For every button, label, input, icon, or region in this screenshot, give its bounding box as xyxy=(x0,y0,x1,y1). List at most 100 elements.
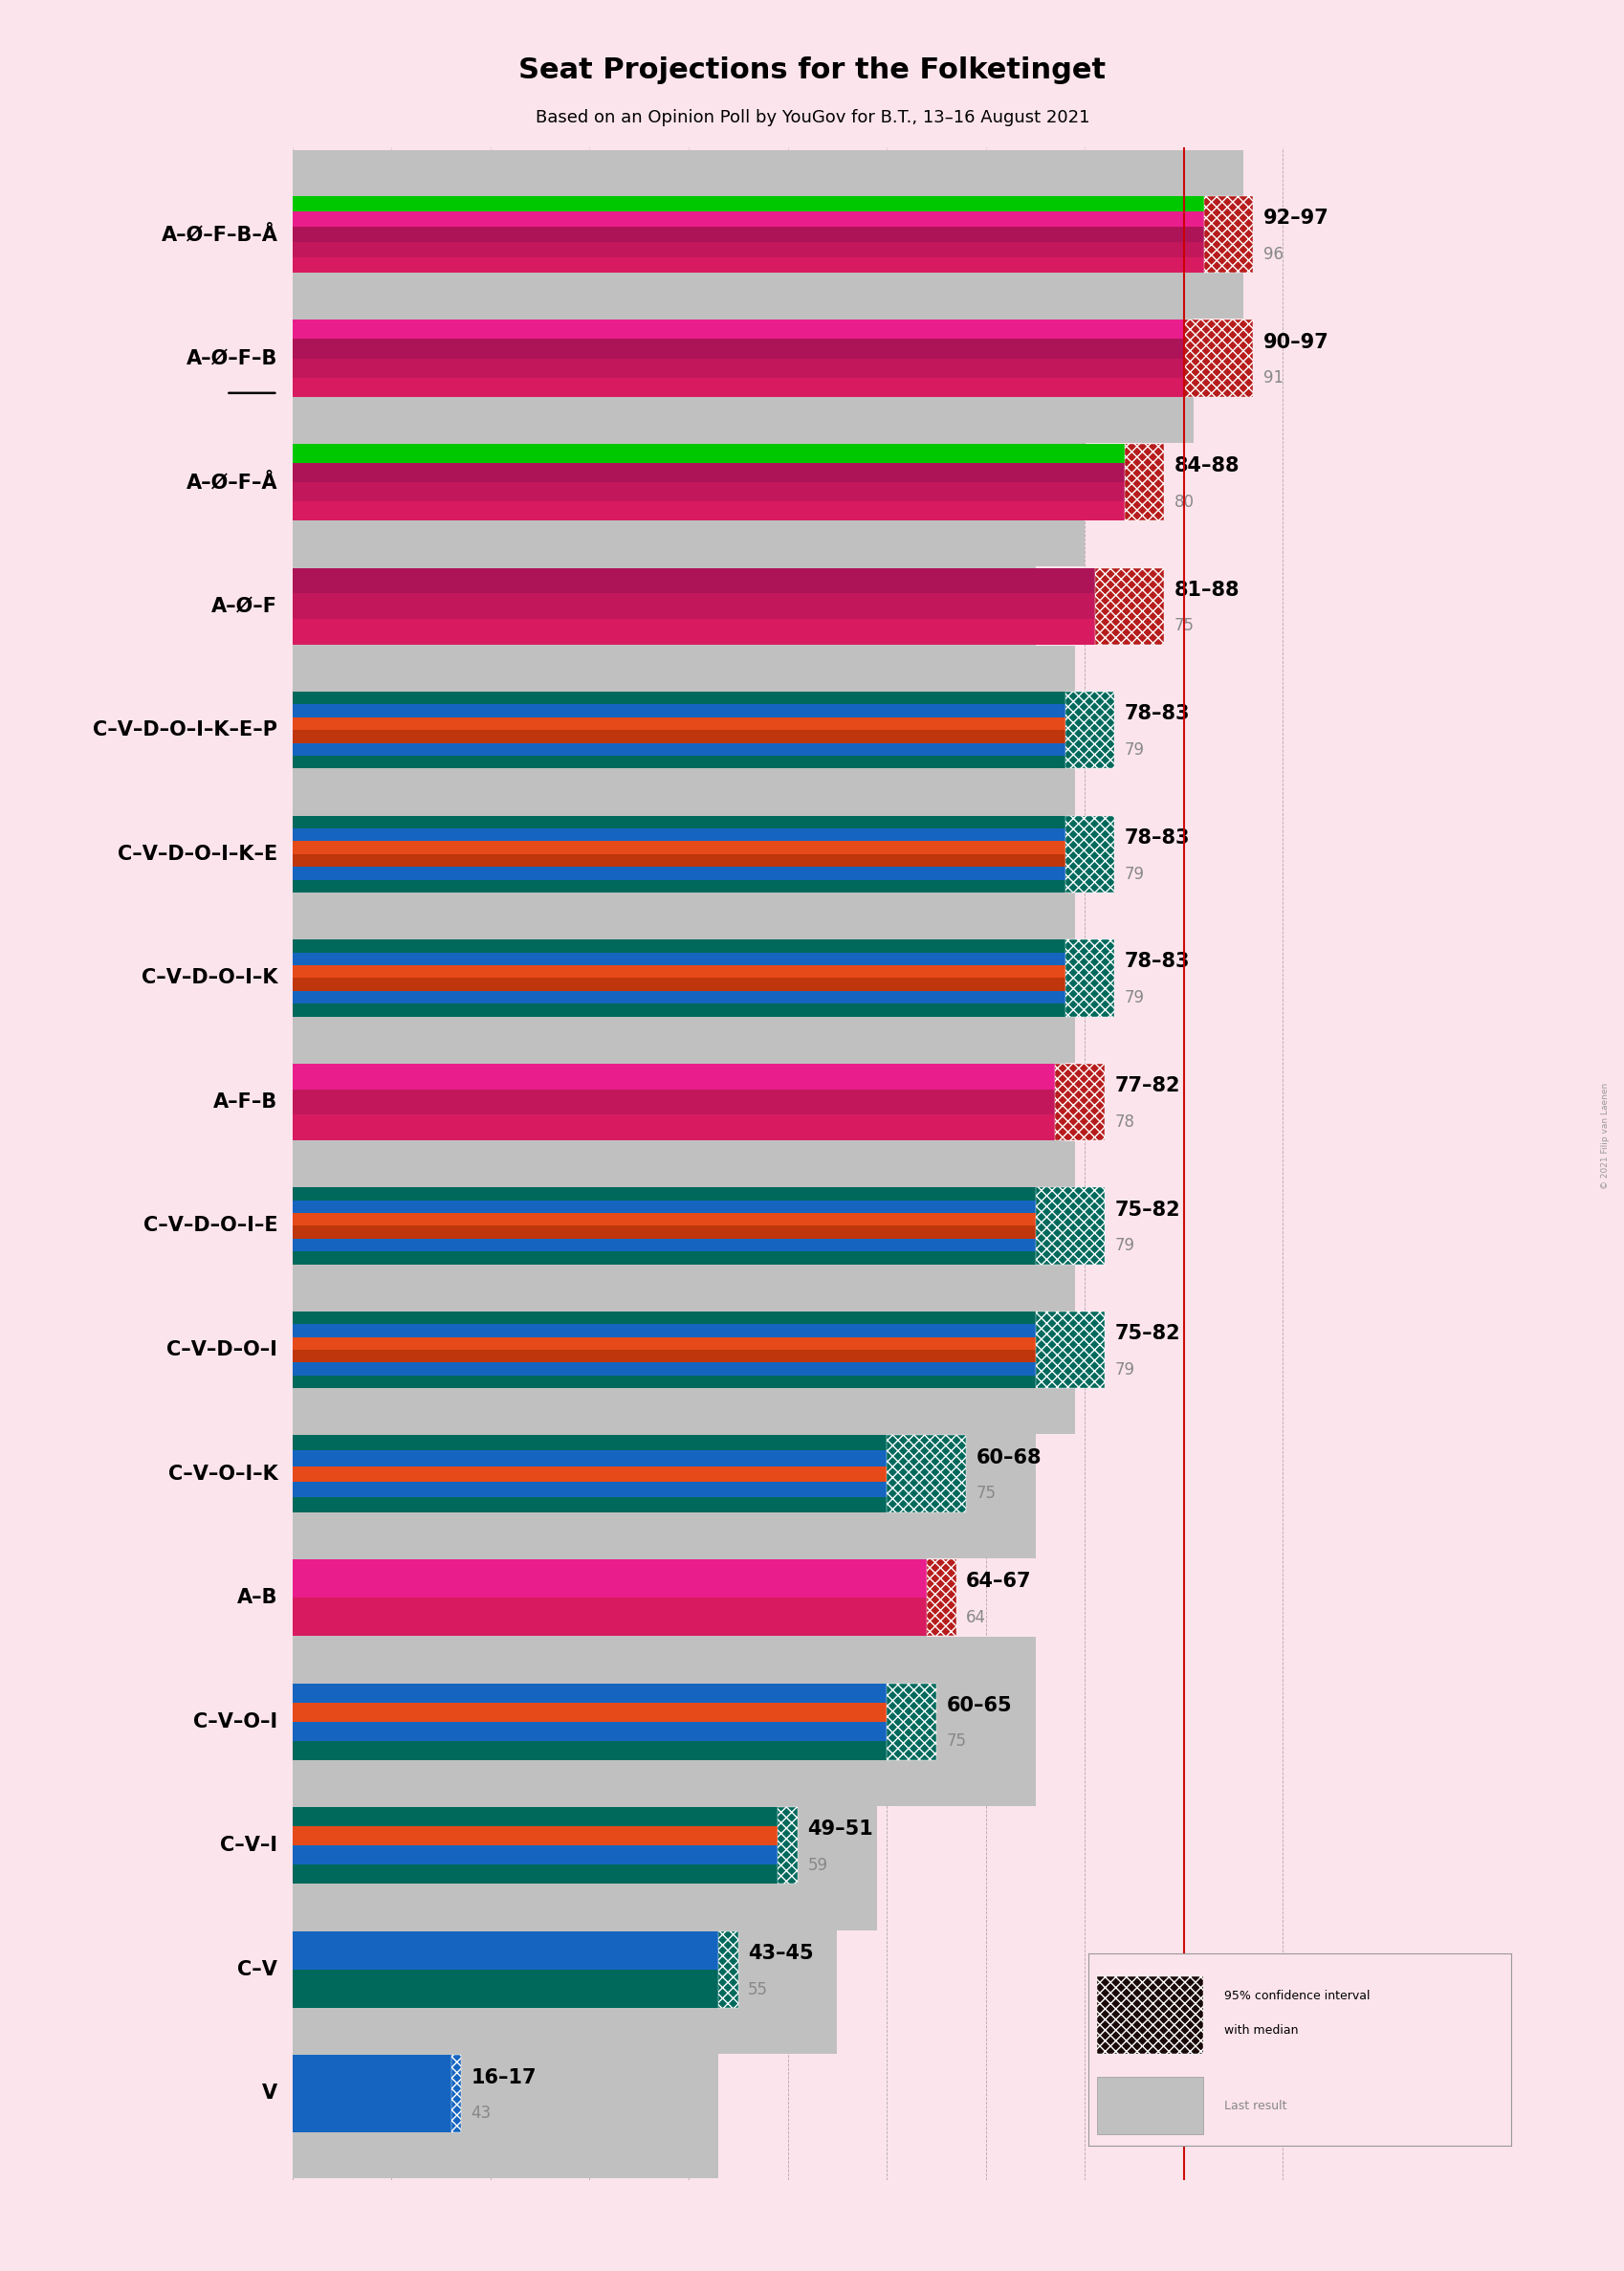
Text: Based on an Opinion Poll by YouGov for B.T., 13–16 August 2021: Based on an Opinion Poll by YouGov for B… xyxy=(534,109,1090,127)
Text: with median: with median xyxy=(1223,2023,1298,2037)
Bar xyxy=(292,1188,1034,1201)
Text: C–V: C–V xyxy=(237,1960,278,1978)
Bar xyxy=(292,1435,887,1451)
Text: 78–83: 78–83 xyxy=(1124,704,1189,724)
Bar xyxy=(292,1090,1054,1115)
Text: 91: 91 xyxy=(1262,370,1283,386)
Bar xyxy=(292,2010,718,2178)
Bar xyxy=(292,990,1064,1004)
Bar xyxy=(292,443,1124,463)
Bar xyxy=(718,1930,737,2008)
Bar xyxy=(292,965,1064,979)
Bar xyxy=(292,645,1075,815)
Text: 49–51: 49–51 xyxy=(807,1819,872,1840)
Bar xyxy=(451,2055,461,2132)
Bar xyxy=(292,815,1064,829)
Text: C–V–O–I: C–V–O–I xyxy=(193,1712,278,1731)
Text: 75: 75 xyxy=(1173,618,1194,634)
Bar xyxy=(292,1201,1034,1213)
Bar xyxy=(292,568,1095,593)
Bar xyxy=(292,1560,926,1599)
Bar xyxy=(1064,815,1114,893)
Bar xyxy=(1054,1063,1104,1140)
Text: 75: 75 xyxy=(976,1485,996,1501)
Text: C–V–D–O–I: C–V–D–O–I xyxy=(167,1340,278,1360)
Bar xyxy=(292,1265,1075,1435)
Bar xyxy=(292,377,1184,397)
Bar xyxy=(292,1363,1034,1376)
Bar xyxy=(292,1004,1064,1017)
Text: Last result: Last result xyxy=(1223,2098,1286,2112)
Text: 79: 79 xyxy=(1124,740,1143,759)
Bar xyxy=(292,979,1064,990)
Bar xyxy=(292,1226,1034,1238)
Bar xyxy=(292,1885,836,2053)
Bar xyxy=(1034,1310,1104,1388)
Bar xyxy=(292,593,1095,620)
Text: 90–97: 90–97 xyxy=(1262,332,1328,352)
Bar xyxy=(292,1451,887,1467)
Bar xyxy=(292,1930,718,1969)
Bar xyxy=(292,829,1064,840)
Bar xyxy=(1203,195,1252,273)
Bar xyxy=(292,1637,1034,1805)
Text: © 2021 Filip van Laenen: © 2021 Filip van Laenen xyxy=(1600,1083,1609,1188)
Bar xyxy=(292,1324,1034,1338)
Bar xyxy=(292,704,1064,718)
Text: C–V–D–O–I–K–E–P: C–V–D–O–I–K–E–P xyxy=(93,720,278,740)
Text: A–Ø–F: A–Ø–F xyxy=(211,597,278,615)
Text: A–Ø–F–B: A–Ø–F–B xyxy=(187,350,278,368)
Bar xyxy=(1064,693,1114,768)
Bar xyxy=(292,195,1203,211)
Bar xyxy=(292,1846,778,1864)
Text: 16–17: 16–17 xyxy=(471,2067,536,2087)
Bar xyxy=(1184,320,1252,397)
Bar xyxy=(292,1063,1054,1090)
Text: 80: 80 xyxy=(1173,493,1194,511)
Bar xyxy=(292,257,1203,273)
Text: 79: 79 xyxy=(1114,1238,1134,1254)
Bar xyxy=(292,1142,1075,1310)
Bar xyxy=(926,1560,955,1635)
Text: 78: 78 xyxy=(1114,1113,1134,1131)
Bar xyxy=(292,1115,1054,1140)
Bar xyxy=(292,338,1184,359)
Text: C–V–O–I–K: C–V–O–I–K xyxy=(167,1465,278,1483)
Bar xyxy=(292,1238,1034,1251)
Bar xyxy=(292,868,1064,879)
Text: 75: 75 xyxy=(945,1733,966,1751)
Bar xyxy=(292,320,1184,338)
Bar xyxy=(292,1599,926,1635)
Bar xyxy=(1096,2076,1202,2135)
Bar xyxy=(292,1376,1034,1388)
Text: 77–82: 77–82 xyxy=(1114,1076,1179,1095)
Text: 79: 79 xyxy=(1124,990,1143,1006)
Bar xyxy=(1095,568,1163,645)
Text: V: V xyxy=(261,2085,278,2103)
Bar xyxy=(292,940,1064,952)
Bar xyxy=(292,359,1184,377)
Bar xyxy=(292,2055,451,2132)
Bar xyxy=(292,211,1203,227)
Bar xyxy=(887,1683,935,1760)
Bar xyxy=(292,879,1064,893)
Bar xyxy=(292,463,1124,481)
Text: A–B: A–B xyxy=(237,1587,278,1608)
Text: 79: 79 xyxy=(1114,1360,1134,1378)
Text: 95% confidence interval: 95% confidence interval xyxy=(1223,1989,1369,2001)
Bar xyxy=(292,1808,778,1826)
Bar xyxy=(292,1390,1034,1558)
Text: 92–97: 92–97 xyxy=(1262,209,1328,227)
Bar xyxy=(292,1251,1034,1265)
Text: 55: 55 xyxy=(747,1980,768,1998)
Bar xyxy=(292,620,1095,645)
Bar xyxy=(292,1338,1034,1349)
Bar xyxy=(292,1349,1034,1363)
Bar xyxy=(292,150,1242,318)
Text: 75–82: 75–82 xyxy=(1114,1324,1179,1342)
Bar xyxy=(292,743,1064,756)
Bar xyxy=(292,1703,887,1721)
Text: 59: 59 xyxy=(807,1858,827,1874)
Bar xyxy=(292,729,1064,743)
Text: 84–88: 84–88 xyxy=(1173,456,1239,475)
